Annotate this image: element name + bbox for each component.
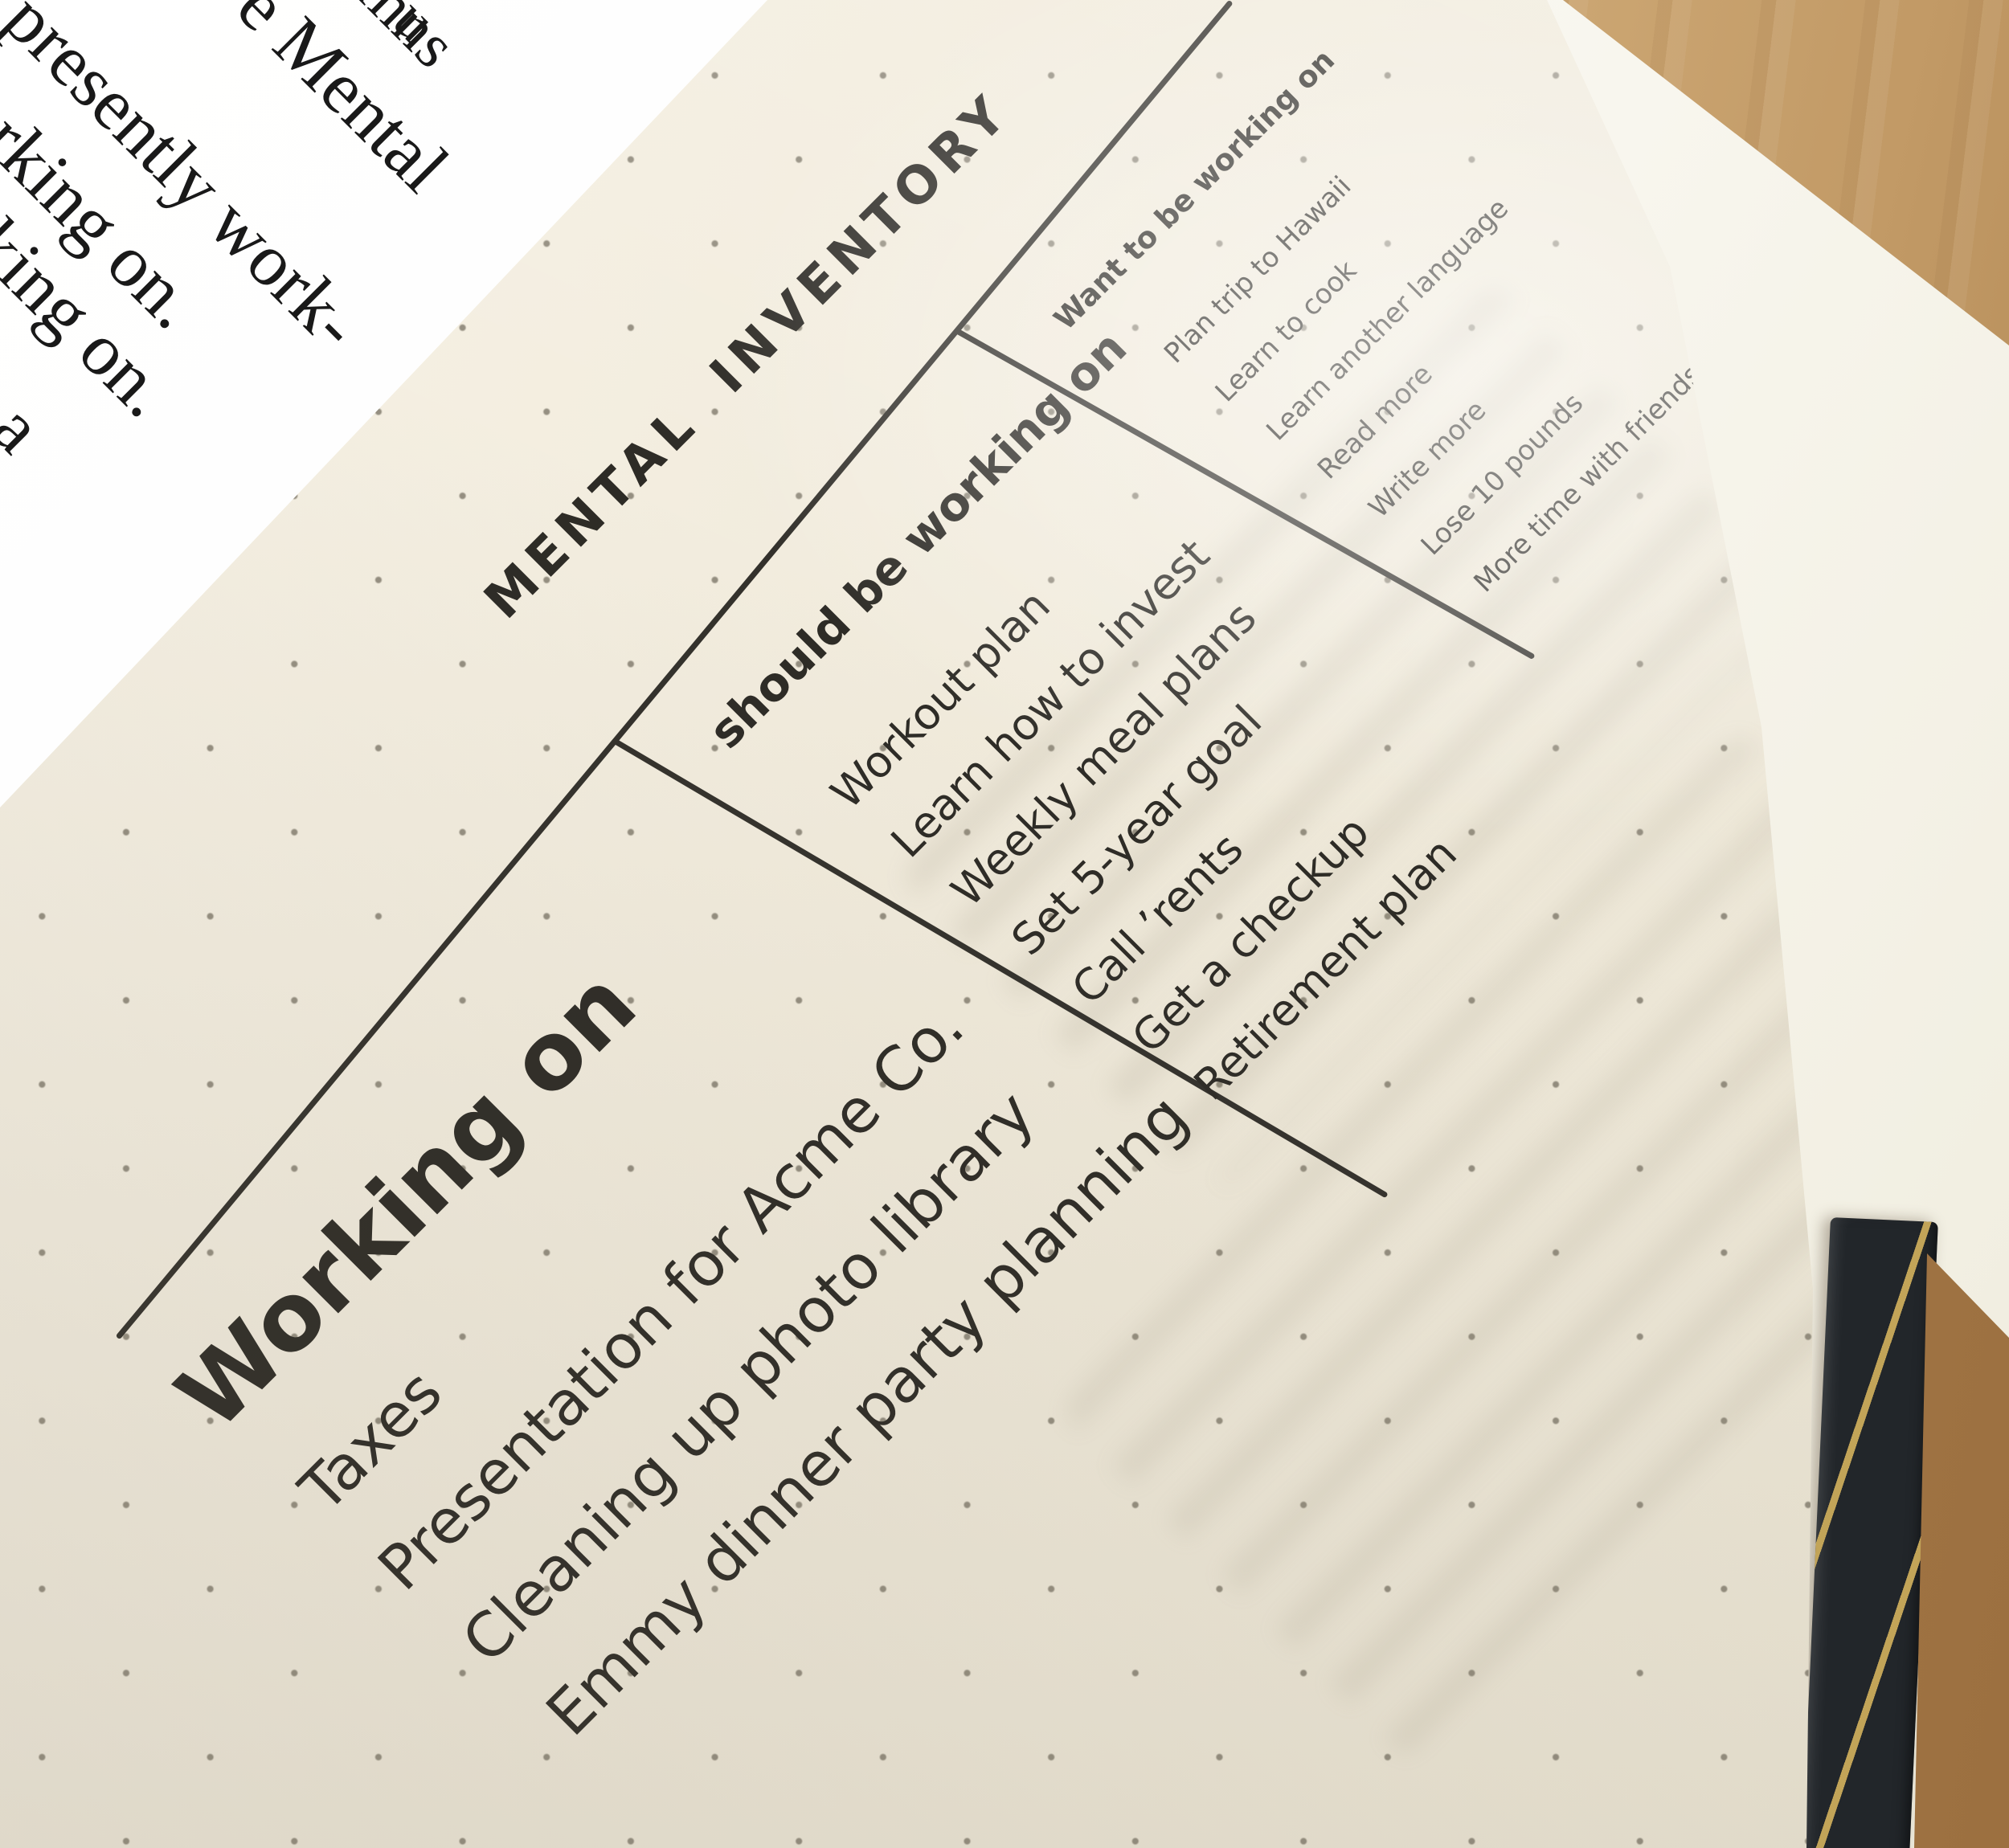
wood-table-corner (1914, 1253, 2009, 1848)
photo-scene: MENTAL INVENTORY Working on Taxes Presen… (0, 0, 2009, 1848)
